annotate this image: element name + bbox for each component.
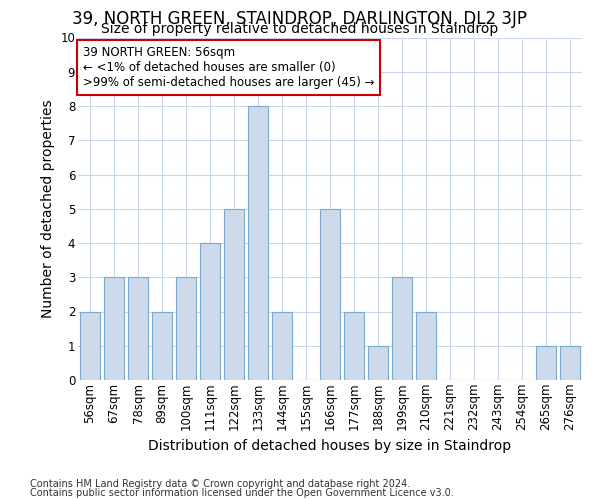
Text: 39 NORTH GREEN: 56sqm
← <1% of detached houses are smaller (0)
>99% of semi-deta: 39 NORTH GREEN: 56sqm ← <1% of detached … xyxy=(83,46,374,89)
Bar xyxy=(80,312,100,380)
Bar xyxy=(152,312,172,380)
Bar xyxy=(536,346,556,380)
Text: Size of property relative to detached houses in Staindrop: Size of property relative to detached ho… xyxy=(101,22,499,36)
Bar xyxy=(344,312,364,380)
X-axis label: Distribution of detached houses by size in Staindrop: Distribution of detached houses by size … xyxy=(148,438,512,452)
Bar xyxy=(320,209,340,380)
Bar xyxy=(224,209,244,380)
Text: Contains public sector information licensed under the Open Government Licence v3: Contains public sector information licen… xyxy=(30,488,454,498)
Bar xyxy=(560,346,580,380)
Bar xyxy=(416,312,436,380)
Text: Contains HM Land Registry data © Crown copyright and database right 2024.: Contains HM Land Registry data © Crown c… xyxy=(30,479,410,489)
Bar xyxy=(104,277,124,380)
Y-axis label: Number of detached properties: Number of detached properties xyxy=(41,100,55,318)
Text: 39, NORTH GREEN, STAINDROP, DARLINGTON, DL2 3JP: 39, NORTH GREEN, STAINDROP, DARLINGTON, … xyxy=(73,10,527,28)
Bar xyxy=(176,277,196,380)
Bar xyxy=(128,277,148,380)
Bar xyxy=(392,277,412,380)
Bar xyxy=(272,312,292,380)
Bar xyxy=(368,346,388,380)
Bar xyxy=(248,106,268,380)
Bar xyxy=(200,243,220,380)
